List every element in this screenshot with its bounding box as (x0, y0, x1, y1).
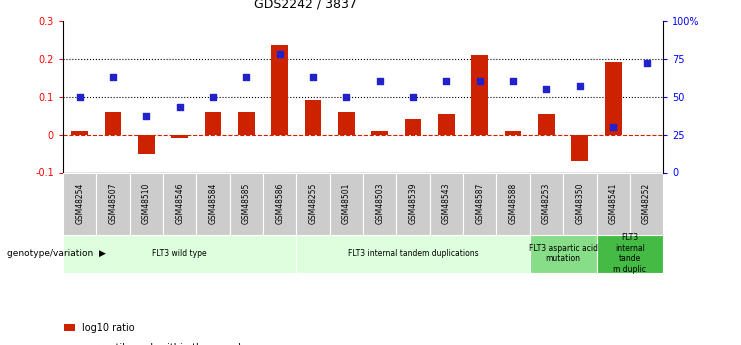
Text: GSM48543: GSM48543 (442, 183, 451, 224)
Bar (396, 172, 430, 235)
Bar (571, 135, 588, 161)
Point (207, 94, 219, 99)
Text: GSM48255: GSM48255 (308, 183, 318, 224)
Bar (530, 172, 563, 235)
Bar (563, 172, 597, 235)
Text: GSM48503: GSM48503 (375, 183, 385, 224)
Bar (363, 172, 396, 235)
Bar (130, 172, 163, 235)
Point (474, 79, 486, 84)
Text: GDS2242 / 3837: GDS2242 / 3837 (254, 0, 357, 10)
Bar (496, 172, 530, 235)
Point (341, 94, 353, 99)
Bar (196, 172, 230, 235)
Bar (405, 119, 422, 135)
Bar (530, 235, 597, 273)
Text: GSM48510: GSM48510 (142, 183, 151, 224)
Text: FLT3
internal
tande
m duplic: FLT3 internal tande m duplic (614, 234, 646, 274)
Bar (63, 172, 96, 235)
Point (307, 74, 319, 80)
Point (140, 114, 153, 119)
Point (540, 86, 552, 92)
Point (640, 60, 653, 66)
Point (507, 79, 519, 84)
Point (107, 74, 119, 80)
Point (440, 79, 452, 84)
Text: GSM48501: GSM48501 (342, 183, 351, 224)
Bar (463, 172, 496, 235)
Bar (538, 114, 555, 135)
Bar (238, 112, 255, 135)
Text: GSM48252: GSM48252 (642, 183, 651, 224)
Bar (330, 172, 363, 235)
Bar (230, 172, 263, 235)
Bar (64, 324, 75, 331)
Bar (263, 172, 296, 235)
Bar (63, 235, 296, 273)
Bar (371, 131, 388, 135)
Text: GSM48588: GSM48588 (508, 183, 518, 224)
Text: GSM48539: GSM48539 (408, 183, 418, 224)
Bar (138, 135, 155, 154)
Bar (296, 172, 330, 235)
Bar (205, 112, 222, 135)
Bar (171, 135, 188, 138)
Text: log10 ratio: log10 ratio (82, 323, 134, 333)
Text: GSM48254: GSM48254 (75, 183, 84, 224)
Bar (296, 235, 530, 273)
Text: GSM48541: GSM48541 (608, 183, 618, 224)
Text: GSM48586: GSM48586 (275, 183, 285, 224)
Text: GSM48253: GSM48253 (542, 183, 551, 224)
Bar (338, 112, 355, 135)
Bar (71, 131, 88, 135)
Text: GSM48584: GSM48584 (208, 183, 218, 224)
Text: GSM48350: GSM48350 (575, 183, 585, 224)
Bar (96, 172, 130, 235)
Point (608, 124, 619, 130)
Point (273, 51, 285, 57)
Bar (505, 131, 522, 135)
Text: GSM48585: GSM48585 (242, 183, 251, 224)
Text: GSM48587: GSM48587 (475, 183, 485, 224)
Point (173, 105, 185, 110)
Bar (271, 46, 288, 135)
Bar (104, 112, 122, 135)
Point (240, 74, 252, 80)
Bar (471, 55, 488, 135)
Bar (430, 172, 463, 235)
Bar (597, 172, 630, 235)
Text: FLT3 internal tandem duplications: FLT3 internal tandem duplications (348, 249, 479, 258)
Point (574, 83, 585, 89)
Text: genotype/variation  ▶: genotype/variation ▶ (7, 249, 106, 258)
Bar (605, 62, 622, 135)
Point (407, 94, 419, 99)
Text: FLT3 aspartic acid
mutation: FLT3 aspartic acid mutation (528, 244, 598, 263)
Text: GSM48507: GSM48507 (108, 183, 118, 224)
Point (374, 79, 386, 84)
Bar (438, 114, 455, 135)
Bar (630, 172, 663, 235)
Text: FLT3 wild type: FLT3 wild type (153, 249, 207, 258)
Point (74, 94, 85, 99)
Bar (163, 172, 196, 235)
Text: percentile rank within the sample: percentile rank within the sample (82, 344, 247, 345)
Bar (597, 235, 663, 273)
Bar (305, 100, 322, 135)
Text: GSM48546: GSM48546 (175, 183, 185, 224)
